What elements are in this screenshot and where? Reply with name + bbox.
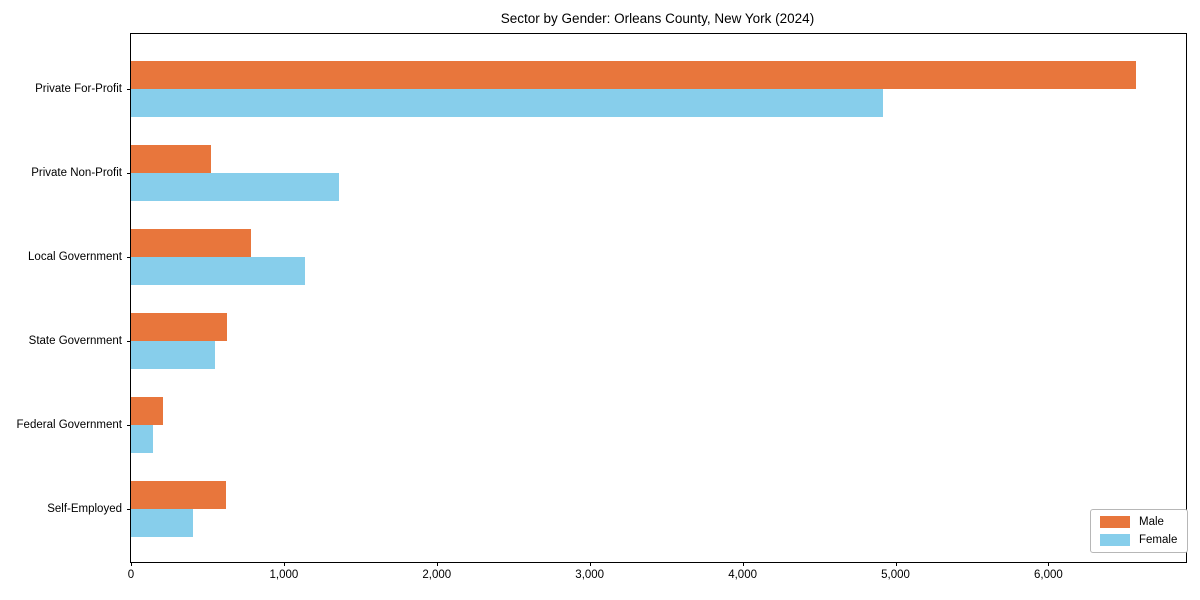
bar-female-4 bbox=[131, 425, 154, 453]
xtick-mark-3 bbox=[589, 562, 591, 566]
legend: Male Female bbox=[1090, 509, 1189, 553]
bar-male-2 bbox=[131, 229, 251, 257]
bar-male-3 bbox=[131, 313, 228, 341]
xtick-mark-2 bbox=[436, 562, 438, 566]
legend-item-male: Male bbox=[1100, 516, 1177, 528]
chart-title: Sector by Gender: Orleans County, New Yo… bbox=[500, 11, 815, 26]
bar-female-2 bbox=[131, 257, 306, 285]
legend-item-female: Female bbox=[1100, 534, 1177, 546]
bar-female-5 bbox=[131, 509, 193, 537]
legend-swatch-male bbox=[1100, 516, 1130, 528]
ytick-mark-2 bbox=[127, 257, 131, 258]
bar-female-0 bbox=[131, 89, 883, 117]
xtick-mark-4 bbox=[742, 562, 744, 566]
xtick-label-3: 3,000 bbox=[575, 569, 605, 581]
xtick-label-4: 4,000 bbox=[728, 569, 757, 581]
xtick-label-5: 5,000 bbox=[881, 569, 910, 581]
plot-area: Private For-Profit Private Non-Profit Loca… bbox=[17, 33, 1187, 581]
legend-label-male: Male bbox=[1139, 516, 1164, 528]
xtick-label-1: 1,000 bbox=[269, 569, 299, 581]
ytick-mark-3 bbox=[127, 341, 131, 342]
ytick-label-5: Self-Employed bbox=[47, 503, 122, 515]
ytick-mark-1 bbox=[127, 173, 131, 174]
ytick-label-2: Local Government bbox=[28, 251, 122, 263]
bar-male-5 bbox=[131, 481, 226, 509]
bar-male-0 bbox=[131, 61, 1137, 89]
xtick-label-2: 2,000 bbox=[422, 569, 452, 581]
ytick-label-0: Private For-Profit bbox=[35, 83, 122, 95]
bar-female-3 bbox=[131, 341, 216, 369]
xtick-mark-6 bbox=[1048, 562, 1050, 566]
ytick-mark-0 bbox=[127, 89, 131, 90]
ytick-label-4: Federal Government bbox=[16, 419, 122, 431]
legend-swatch-female bbox=[1100, 534, 1130, 546]
ytick-mark-4 bbox=[127, 425, 131, 426]
xtick-mark-1 bbox=[283, 562, 285, 566]
xtick-mark-5 bbox=[895, 562, 897, 566]
ytick-mark-5 bbox=[127, 509, 131, 510]
legend-label-female: Female bbox=[1139, 534, 1178, 546]
bar-male-4 bbox=[131, 397, 164, 425]
bar-female-1 bbox=[131, 173, 339, 201]
ytick-label-1: Private Non-Profit bbox=[31, 167, 122, 179]
xtick-label-6: 6,000 bbox=[1034, 569, 1063, 581]
ytick-label-3: State Government bbox=[28, 335, 122, 347]
bar-male-1 bbox=[131, 145, 211, 173]
xtick-mark-0 bbox=[131, 562, 132, 566]
xtick-label-0: 0 bbox=[127, 569, 135, 581]
